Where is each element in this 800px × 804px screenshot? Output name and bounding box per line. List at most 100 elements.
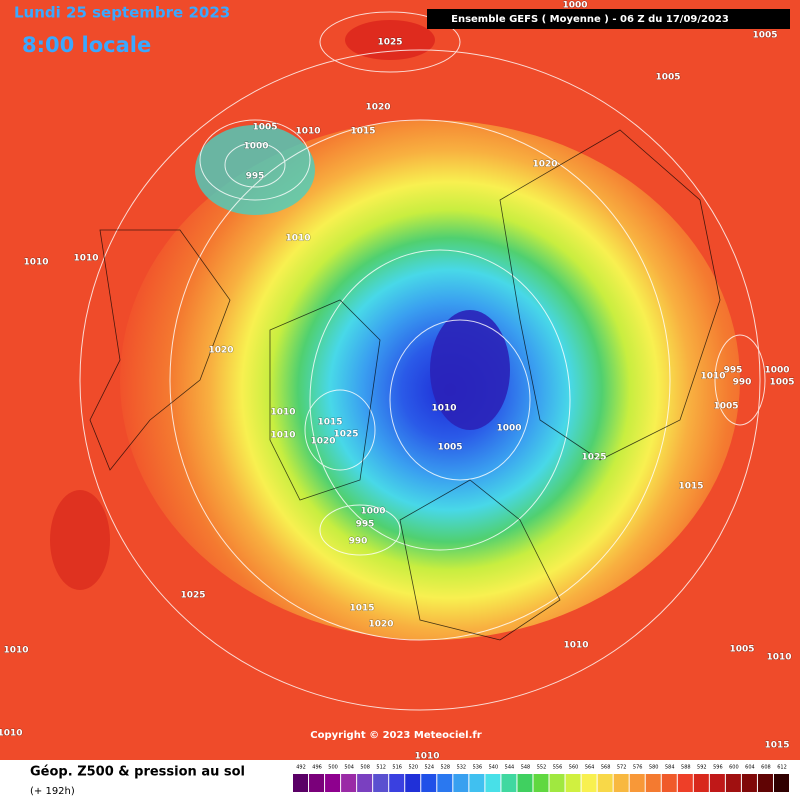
isobar-label: 1015	[350, 127, 375, 137]
isobar-label: 1025	[377, 38, 402, 48]
isobar-label: 1010	[270, 408, 295, 418]
legend-label: 512	[376, 765, 386, 771]
isobar-label: 1010	[270, 431, 295, 441]
legend-label: 604	[745, 765, 755, 771]
isobar-label: 1025	[333, 430, 358, 440]
legend-label: 564	[585, 765, 595, 771]
legend-swatch	[517, 774, 533, 792]
legend-label: 560	[569, 765, 579, 771]
legend-label: 568	[601, 765, 611, 771]
legend-swatch	[341, 774, 357, 792]
isobar-label: 1010	[414, 752, 439, 762]
legend-label: 496	[312, 765, 322, 771]
isobar-label: 995	[356, 520, 375, 530]
isobar-label: 1000	[562, 1, 587, 11]
legend-swatch	[437, 774, 453, 792]
legend-label: 500	[328, 765, 338, 771]
isobar-label: 995	[724, 366, 743, 376]
isobars	[79, 11, 766, 711]
legend-swatch	[773, 774, 789, 792]
isobar-label: 1010	[766, 653, 791, 663]
legend-swatch	[469, 774, 485, 792]
legend-label: 600	[729, 765, 739, 771]
legend-label: 596	[713, 765, 723, 771]
legend-label: 556	[553, 765, 563, 771]
legend-label: 608	[761, 765, 771, 771]
model-box	[427, 9, 790, 29]
legend-swatch	[405, 774, 421, 792]
legend-swatch	[309, 774, 325, 792]
legend-label: 592	[697, 765, 707, 771]
legend-swatch	[613, 774, 629, 792]
legend-label: 544	[505, 765, 515, 771]
legend-swatch	[581, 774, 597, 792]
legend-label: 612	[777, 765, 787, 771]
legend-label: 504	[344, 765, 354, 771]
isobar-label: 1005	[713, 402, 738, 412]
legend-label: 516	[392, 765, 402, 771]
legend-swatch	[565, 774, 581, 792]
high-area	[50, 490, 110, 590]
isobar-label: 1020	[310, 437, 335, 447]
isobar-label: 1015	[678, 482, 703, 492]
legend-label: 520	[408, 765, 418, 771]
isobar-label: 1005	[729, 645, 754, 655]
isobar-label: 1010	[700, 372, 725, 382]
legend-label: 492	[296, 765, 306, 771]
geopotential-field	[120, 120, 740, 640]
isobar-label: 1005	[752, 31, 777, 41]
isobar-label: 1005	[252, 123, 277, 133]
isobar-label: 1020	[208, 346, 233, 356]
legend-swatch	[645, 774, 661, 792]
low-area	[195, 125, 315, 215]
legend-swatch	[421, 774, 437, 792]
legend-label: 508	[360, 765, 370, 771]
legend-swatch	[389, 774, 405, 792]
isobar-label: 1020	[365, 103, 390, 113]
legend-swatch	[293, 774, 309, 792]
isobar-label: 1005	[769, 378, 794, 388]
isobar-label: 990	[733, 378, 752, 388]
legend-swatch	[725, 774, 741, 792]
legend-label: 548	[521, 765, 531, 771]
legend-label: 552	[537, 765, 547, 771]
legend-label: 580	[649, 765, 659, 771]
legend-swatch	[325, 774, 341, 792]
isobar-label: 1010	[563, 641, 588, 651]
legend-label: 528	[441, 765, 451, 771]
time: 8:00 locale	[22, 33, 151, 57]
legend-swatch	[485, 774, 501, 792]
legend-swatch	[757, 774, 773, 792]
legend-swatch	[549, 774, 565, 792]
isobar-label: 1000	[360, 507, 385, 517]
isobar-label: 1015	[349, 604, 374, 614]
legend-label: 532	[457, 765, 467, 771]
legend-label: 540	[489, 765, 499, 771]
isobar-label: 1010	[295, 127, 320, 137]
isobar-label: 1010	[431, 404, 456, 414]
legend-label: 524	[425, 765, 435, 771]
legend-label: 536	[473, 765, 483, 771]
isobar-label: 1025	[581, 453, 606, 463]
color-legend: 492 496 500 504 508 512 516 520 524 528 532 536 540 5…	[293, 765, 789, 792]
coastlines	[89, 129, 721, 641]
isobar-label: 1010	[285, 234, 310, 244]
deep-low	[430, 310, 510, 430]
date: Lundi 25 septembre 2023	[14, 4, 230, 22]
isobar-label: 995	[246, 172, 265, 182]
legend-swatch	[709, 774, 725, 792]
legend-swatch	[373, 774, 389, 792]
isobar-label: 1015	[317, 418, 342, 428]
model-info: Ensemble GEFS ( Moyenne ) - 06 Z du 17/0…	[451, 14, 729, 25]
isobar-label: 990	[349, 537, 368, 547]
legend-label: 588	[681, 765, 691, 771]
legend-swatch	[677, 774, 693, 792]
legend-label: 572	[617, 765, 627, 771]
isobar-label: 1025	[180, 591, 205, 601]
legend-swatch	[741, 774, 757, 792]
legend-label: 576	[633, 765, 643, 771]
legend-swatch	[533, 774, 549, 792]
legend-swatch	[597, 774, 613, 792]
